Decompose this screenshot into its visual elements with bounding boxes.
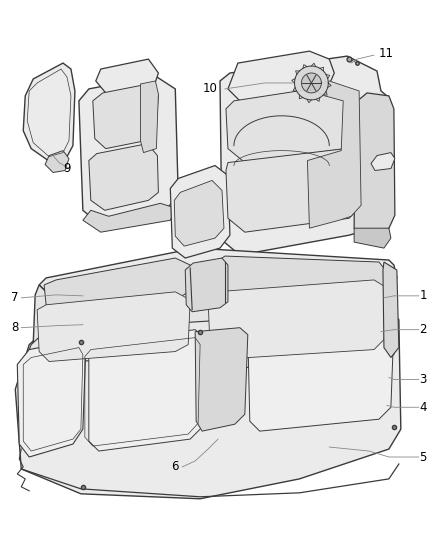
Polygon shape (185, 258, 228, 312)
Polygon shape (17, 340, 86, 457)
Text: 2: 2 (419, 323, 427, 336)
Polygon shape (208, 280, 387, 360)
Polygon shape (174, 181, 224, 246)
Polygon shape (354, 93, 395, 238)
Polygon shape (220, 56, 391, 255)
Polygon shape (213, 256, 387, 302)
Polygon shape (96, 59, 159, 97)
Polygon shape (89, 144, 159, 211)
Text: 8: 8 (11, 321, 19, 334)
Polygon shape (15, 308, 401, 499)
Text: 5: 5 (419, 450, 427, 464)
Polygon shape (170, 166, 230, 258)
Text: 7: 7 (11, 292, 19, 304)
Polygon shape (307, 81, 361, 228)
Polygon shape (37, 292, 190, 361)
Polygon shape (195, 328, 248, 431)
Text: 11: 11 (379, 46, 394, 60)
Polygon shape (226, 87, 357, 163)
Text: 6: 6 (171, 461, 178, 473)
Polygon shape (301, 73, 321, 93)
Polygon shape (23, 63, 75, 163)
Polygon shape (354, 228, 391, 248)
Polygon shape (228, 51, 334, 101)
Polygon shape (371, 152, 395, 171)
Polygon shape (93, 84, 159, 149)
Polygon shape (89, 330, 205, 451)
Polygon shape (294, 66, 328, 100)
Polygon shape (141, 81, 159, 152)
Polygon shape (226, 149, 361, 232)
Text: 9: 9 (63, 162, 71, 175)
Polygon shape (248, 318, 394, 431)
Text: 10: 10 (203, 83, 218, 95)
Polygon shape (45, 151, 69, 173)
Polygon shape (29, 310, 397, 369)
Text: 1: 1 (419, 289, 427, 302)
Polygon shape (79, 76, 178, 225)
Polygon shape (33, 285, 394, 367)
Text: 4: 4 (419, 401, 427, 414)
Text: 3: 3 (419, 373, 427, 386)
Polygon shape (383, 262, 399, 358)
Polygon shape (39, 248, 397, 305)
Polygon shape (83, 203, 176, 232)
Polygon shape (44, 258, 192, 315)
